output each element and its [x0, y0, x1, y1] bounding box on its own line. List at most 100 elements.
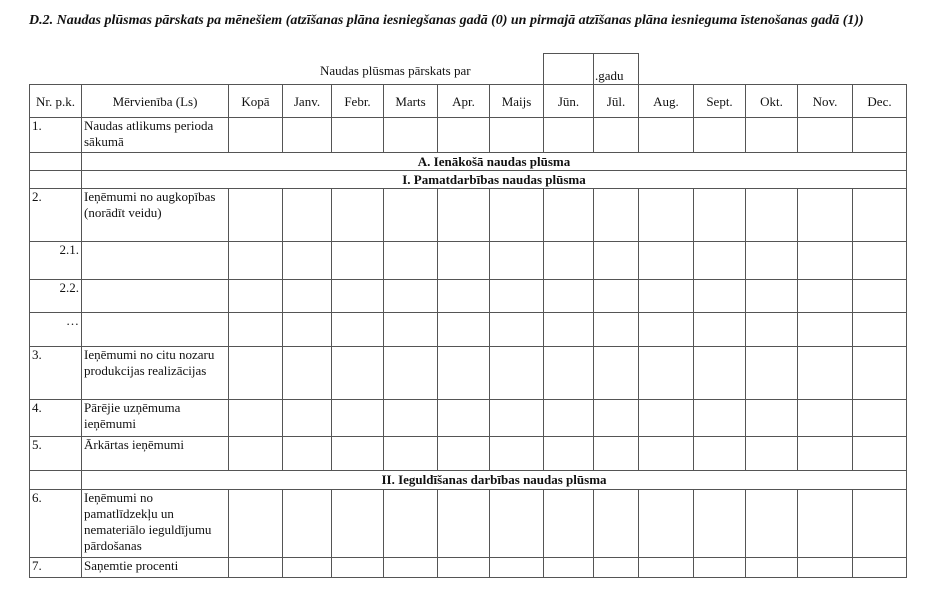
value-cell[interactable]: [228, 312, 283, 347]
value-cell[interactable]: [593, 312, 639, 347]
value-cell[interactable]: [489, 241, 544, 280]
value-cell[interactable]: [543, 346, 594, 400]
value-cell[interactable]: [543, 399, 594, 437]
value-cell[interactable]: [228, 346, 283, 400]
value-cell[interactable]: [331, 279, 384, 313]
value-cell[interactable]: [638, 241, 694, 280]
value-cell[interactable]: [383, 557, 438, 578]
value-cell[interactable]: [638, 346, 694, 400]
value-cell[interactable]: [228, 241, 283, 280]
value-cell[interactable]: [543, 312, 594, 347]
value-cell[interactable]: [228, 557, 283, 578]
value-cell[interactable]: [693, 436, 746, 471]
value-cell[interactable]: [437, 346, 490, 400]
value-cell[interactable]: [331, 557, 384, 578]
value-cell[interactable]: [852, 241, 907, 280]
value-cell[interactable]: [593, 399, 639, 437]
value-cell[interactable]: [852, 312, 907, 347]
value-cell[interactable]: [745, 557, 798, 578]
value-cell[interactable]: [638, 279, 694, 313]
value-cell[interactable]: [228, 279, 283, 313]
value-cell[interactable]: [693, 117, 746, 153]
value-cell[interactable]: [745, 188, 798, 242]
value-cell[interactable]: [331, 346, 384, 400]
value-cell[interactable]: [489, 279, 544, 313]
value-cell[interactable]: [797, 279, 853, 313]
value-cell[interactable]: [543, 241, 594, 280]
value-cell[interactable]: [489, 436, 544, 471]
value-cell[interactable]: [797, 346, 853, 400]
value-cell[interactable]: [383, 346, 438, 400]
value-cell[interactable]: [331, 489, 384, 558]
value-cell[interactable]: [797, 117, 853, 153]
value-cell[interactable]: [745, 279, 798, 313]
value-cell[interactable]: [383, 312, 438, 347]
value-cell[interactable]: [282, 436, 332, 471]
value-cell[interactable]: [745, 346, 798, 400]
value-cell[interactable]: [282, 399, 332, 437]
value-cell[interactable]: [852, 279, 907, 313]
value-cell[interactable]: [638, 117, 694, 153]
value-cell[interactable]: [543, 279, 594, 313]
value-cell[interactable]: [797, 241, 853, 280]
value-cell[interactable]: [489, 399, 544, 437]
value-cell[interactable]: [593, 241, 639, 280]
value-cell[interactable]: [852, 436, 907, 471]
value-cell[interactable]: [383, 489, 438, 558]
value-cell[interactable]: [797, 436, 853, 471]
value-cell[interactable]: [797, 312, 853, 347]
value-cell[interactable]: [228, 489, 283, 558]
value-cell[interactable]: [331, 436, 384, 471]
value-cell[interactable]: [331, 241, 384, 280]
value-cell[interactable]: [383, 436, 438, 471]
value-cell[interactable]: [437, 188, 490, 242]
value-cell[interactable]: [437, 489, 490, 558]
value-cell[interactable]: [745, 436, 798, 471]
value-cell[interactable]: [638, 436, 694, 471]
value-cell[interactable]: [383, 399, 438, 437]
value-cell[interactable]: [331, 399, 384, 437]
value-cell[interactable]: [228, 188, 283, 242]
year-input-cell[interactable]: [543, 53, 594, 84]
value-cell[interactable]: [437, 279, 490, 313]
value-cell[interactable]: [745, 312, 798, 347]
value-cell[interactable]: [852, 117, 907, 153]
value-cell[interactable]: [852, 399, 907, 437]
value-cell[interactable]: [282, 346, 332, 400]
value-cell[interactable]: [489, 489, 544, 558]
value-cell[interactable]: [693, 312, 746, 347]
value-cell[interactable]: [437, 436, 490, 471]
value-cell[interactable]: [593, 436, 639, 471]
value-cell[interactable]: [638, 557, 694, 578]
value-cell[interactable]: [852, 489, 907, 558]
value-cell[interactable]: [282, 241, 332, 280]
value-cell[interactable]: [593, 117, 639, 153]
value-cell[interactable]: [852, 557, 907, 578]
value-cell[interactable]: [228, 399, 283, 437]
value-cell[interactable]: [383, 117, 438, 153]
value-cell[interactable]: [638, 188, 694, 242]
value-cell[interactable]: [228, 436, 283, 471]
value-cell[interactable]: [852, 188, 907, 242]
value-cell[interactable]: [489, 312, 544, 347]
value-cell[interactable]: [437, 312, 490, 347]
value-cell[interactable]: [745, 241, 798, 280]
value-cell[interactable]: [437, 117, 490, 153]
value-cell[interactable]: [282, 279, 332, 313]
value-cell[interactable]: [228, 117, 283, 153]
value-cell[interactable]: [543, 188, 594, 242]
value-cell[interactable]: [383, 188, 438, 242]
value-cell[interactable]: [593, 279, 639, 313]
value-cell[interactable]: [693, 241, 746, 280]
value-cell[interactable]: [489, 117, 544, 153]
value-cell[interactable]: [638, 399, 694, 437]
value-cell[interactable]: [489, 557, 544, 578]
value-cell[interactable]: [593, 557, 639, 578]
value-cell[interactable]: [282, 312, 332, 347]
value-cell[interactable]: [282, 557, 332, 578]
value-cell[interactable]: [282, 188, 332, 242]
value-cell[interactable]: [282, 489, 332, 558]
value-cell[interactable]: [745, 489, 798, 558]
value-cell[interactable]: [437, 241, 490, 280]
value-cell[interactable]: [638, 312, 694, 347]
